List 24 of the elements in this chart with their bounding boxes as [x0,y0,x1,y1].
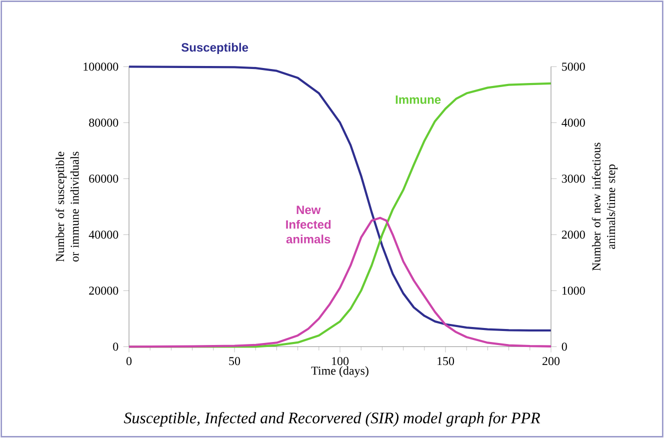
y2-tick-label: 0 [562,342,567,351]
y2-tick-label: 4000 [562,118,585,127]
y-tick-label: 0 [113,342,118,351]
y2-tick-label: 1000 [562,286,585,295]
x-tick-label: 50 [229,357,240,366]
y2-tick-label: 3000 [562,174,585,183]
x-tick-label: 150 [438,357,454,366]
y-axis-title: Number of susceptible or immune individuals [56,152,79,262]
y-tick-label: 20000 [89,286,118,295]
y-tick-label: 60000 [89,174,118,183]
y-tick-label: 40000 [88,230,118,239]
x-tick-label: 100 [332,357,349,366]
y2-tick-label: 2000 [562,230,585,239]
x-axis-title: Time (days) [311,366,368,378]
y2-axis-title: Number of new infectious animals/time step [592,142,618,271]
text: New Infected animals [286,206,331,244]
series-label: Susceptible [181,42,248,54]
text: Susceptible, Infected and Recorvered (SIR) model graph for PPR [124,412,540,427]
x-tick-label: 0 [126,357,132,366]
x-tick-label: 200 [542,357,560,366]
y2-tick-label: 5000 [562,62,585,71]
y-tick-label: 80000 [89,118,118,127]
series-label: Immune [396,96,441,104]
y-tick-label: 100000 [84,62,118,71]
